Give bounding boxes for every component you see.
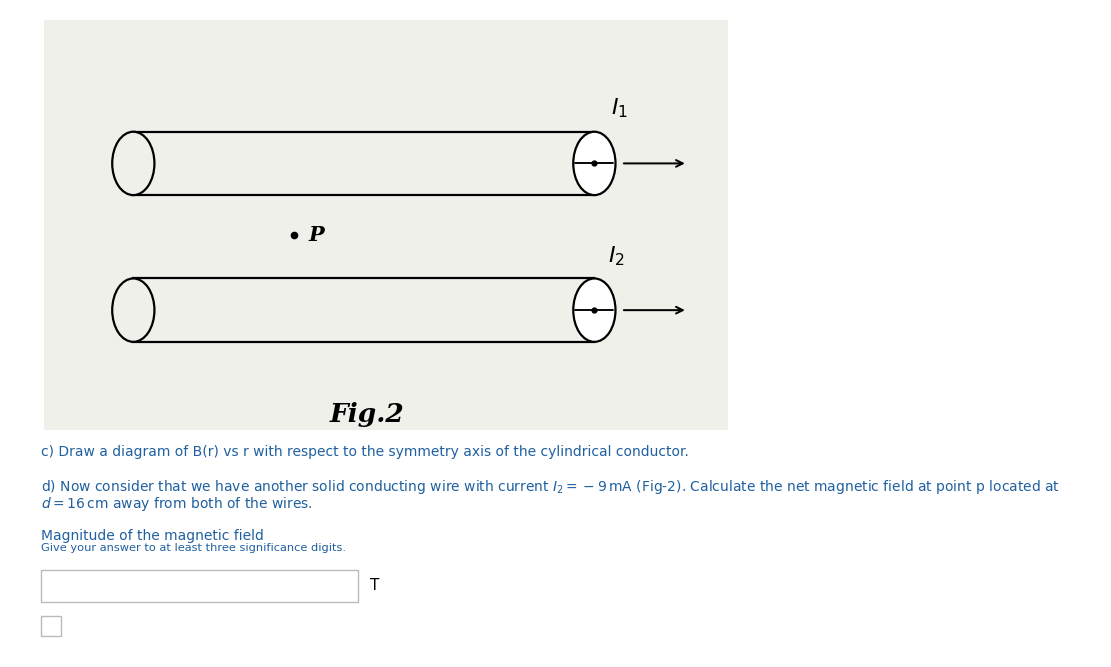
Text: Fig.2: Fig.2: [329, 402, 404, 428]
Text: $\mathit{I}_2$: $\mathit{I}_2$: [608, 245, 625, 268]
Text: $\mathit{d}=16\,\mathrm{cm}$ away from both of the wires.: $\mathit{d}=16\,\mathrm{cm}$ away from b…: [41, 496, 313, 513]
Ellipse shape: [573, 132, 615, 195]
Ellipse shape: [112, 132, 154, 195]
Text: Give your answer to at least three significance digits.: Give your answer to at least three signi…: [41, 544, 347, 553]
Text: d) Now consider that we have another solid conducting wire with current $\mathit: d) Now consider that we have another sol…: [41, 478, 1060, 496]
Bar: [44, 20, 728, 430]
Ellipse shape: [112, 279, 154, 342]
Bar: [41, 570, 358, 602]
Text: c) Draw a diagram of B(r) vs r with respect to the symmetry axis of the cylindri: c) Draw a diagram of B(r) vs r with resp…: [41, 446, 689, 459]
Bar: [41, 616, 61, 636]
Text: P: P: [309, 225, 324, 245]
Ellipse shape: [573, 279, 615, 342]
Text: T: T: [370, 578, 379, 593]
Text: $\mathit{I}_1$: $\mathit{I}_1$: [611, 97, 629, 120]
Text: Magnitude of the magnetic field: Magnitude of the magnetic field: [41, 530, 264, 543]
